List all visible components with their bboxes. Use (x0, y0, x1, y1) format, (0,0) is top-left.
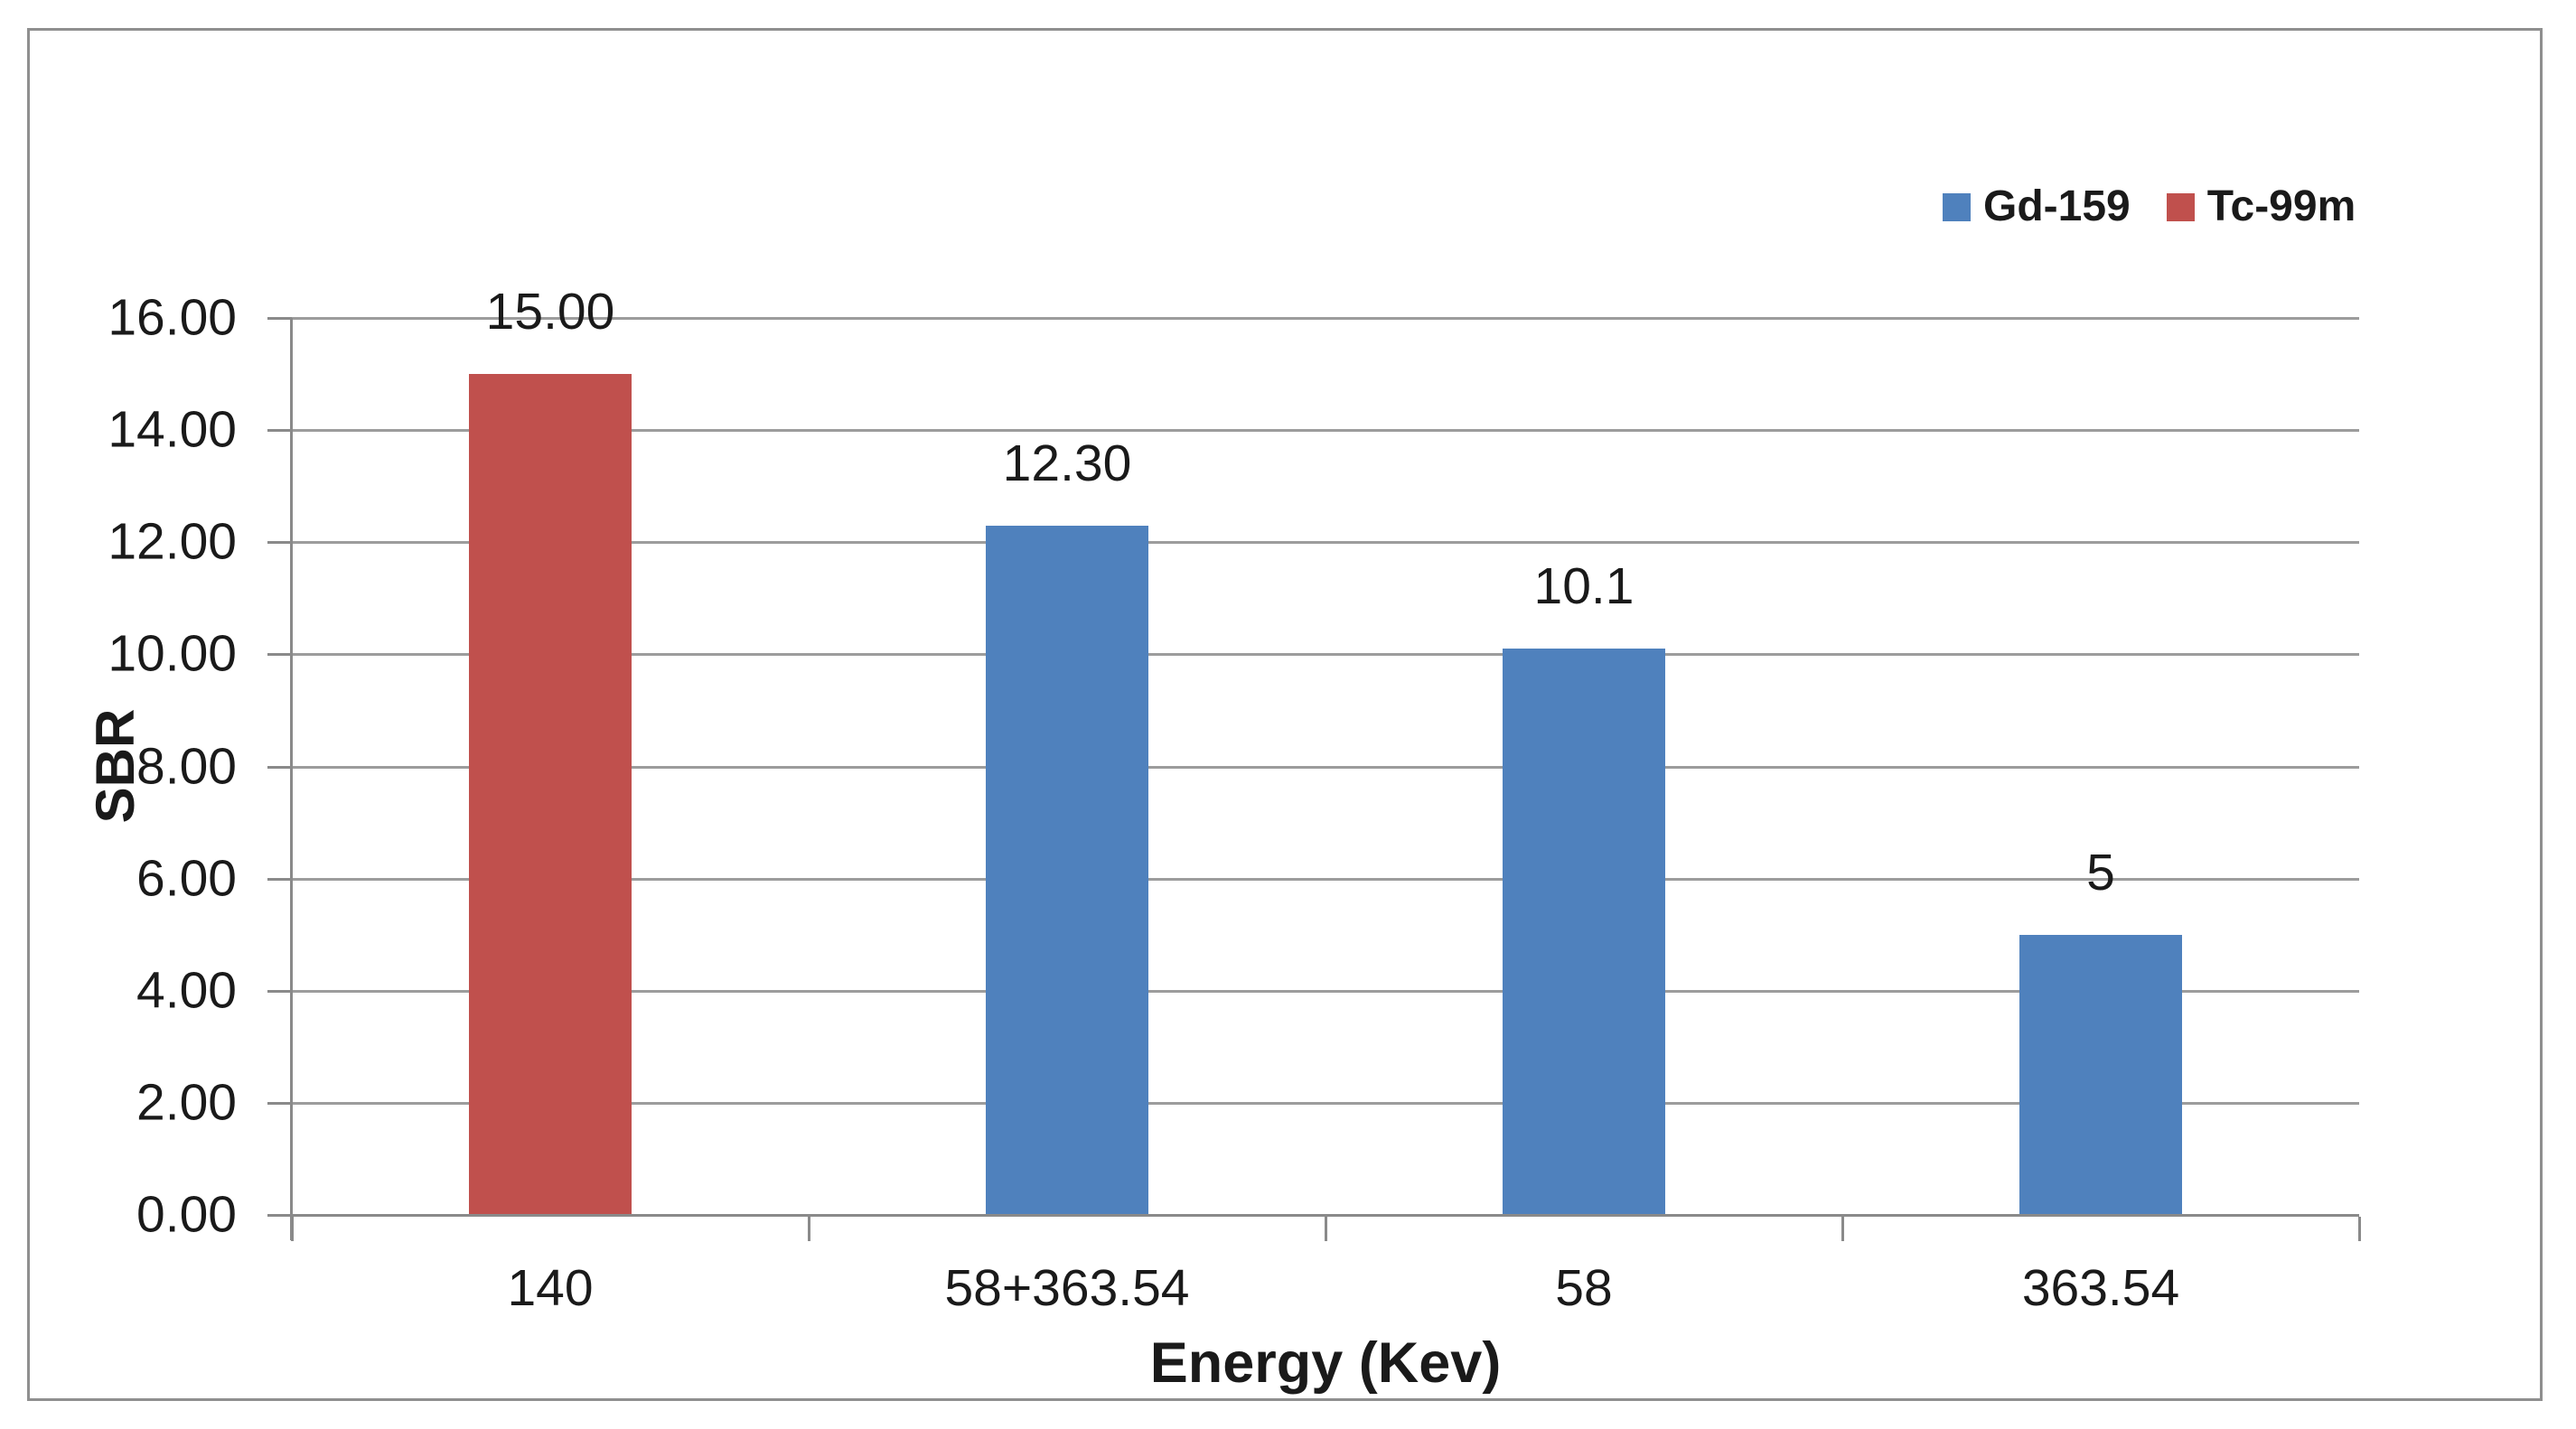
y-axis-tick-12 (267, 541, 292, 545)
y-axis-tick-label: 8.00 (136, 737, 237, 795)
y-axis-tick-label: 10.00 (108, 624, 237, 683)
x-axis-tick-2 (1325, 1217, 1327, 1241)
x-axis-line (292, 1214, 2359, 1217)
x-axis-tick-4 (2358, 1217, 2361, 1241)
gridline-y-2 (292, 1101, 2359, 1105)
x-axis-tick-1 (808, 1217, 810, 1241)
y-axis-tick-label: 12.00 (108, 512, 237, 571)
bar-58+363.54 (986, 525, 1148, 1215)
legend: Gd-159 Tc-99m (1943, 185, 2356, 229)
y-axis-tick-label: 16.00 (108, 288, 237, 347)
y-axis-tick-label: 6.00 (136, 849, 237, 908)
gridline-y-6 (292, 877, 2359, 881)
y-axis-tick-6 (267, 877, 292, 881)
y-axis-tick-8 (267, 765, 292, 769)
legend-label: Tc-99m (2206, 182, 2356, 230)
y-axis-tick-label: 2.00 (136, 1073, 237, 1132)
gridline-y-10 (292, 653, 2359, 657)
bar-value-label: 10.1 (1533, 557, 1635, 616)
bar-140 (469, 374, 632, 1215)
y-axis-title: SBR (85, 708, 145, 824)
x-axis-category-label: 58+363.54 (944, 1259, 1190, 1317)
y-axis-line (290, 318, 293, 1240)
x-axis-tick-0 (291, 1217, 294, 1241)
bar-58 (1503, 649, 1665, 1215)
y-axis-tick-2 (267, 1101, 292, 1105)
gridline-y-12 (292, 541, 2359, 545)
x-axis-category-label: 363.54 (2021, 1259, 2180, 1317)
plot-area (292, 317, 2359, 1215)
bar-value-label: 15.00 (485, 283, 615, 341)
y-axis-tick-0 (267, 1214, 292, 1217)
x-axis-category-label: 58 (1555, 1259, 1613, 1317)
y-axis-tick-10 (267, 653, 292, 657)
y-axis-tick-16 (267, 317, 292, 320)
y-axis-tick-label: 4.00 (136, 961, 237, 1020)
y-axis-tick-14 (267, 429, 292, 433)
bar-363.54 (2019, 934, 2182, 1215)
gridline-y-16 (292, 317, 2359, 320)
y-axis-tick-label: 0.00 (136, 1185, 237, 1244)
x-axis-tick-3 (1841, 1217, 1844, 1241)
bar-value-label: 12.30 (1002, 434, 1132, 492)
gridline-y-4 (292, 989, 2359, 993)
y-axis-tick-4 (267, 989, 292, 993)
legend-swatch-Gd-159 (1943, 192, 1971, 221)
legend-swatch-Tc-99m (2166, 192, 2195, 221)
gridline-y-8 (292, 765, 2359, 769)
bar-value-label: 5 (2086, 843, 2115, 901)
gridline-y-14 (292, 429, 2359, 433)
x-axis-title: Energy (Kev) (1149, 1331, 1502, 1395)
legend-item-Gd-159: Gd-159 (1943, 185, 2131, 229)
y-axis-tick-label: 14.00 (108, 400, 237, 459)
legend-label: Gd-159 (1983, 182, 2131, 230)
legend-item-Tc-99m: Tc-99m (2166, 182, 2356, 230)
x-axis-category-label: 140 (507, 1259, 594, 1317)
